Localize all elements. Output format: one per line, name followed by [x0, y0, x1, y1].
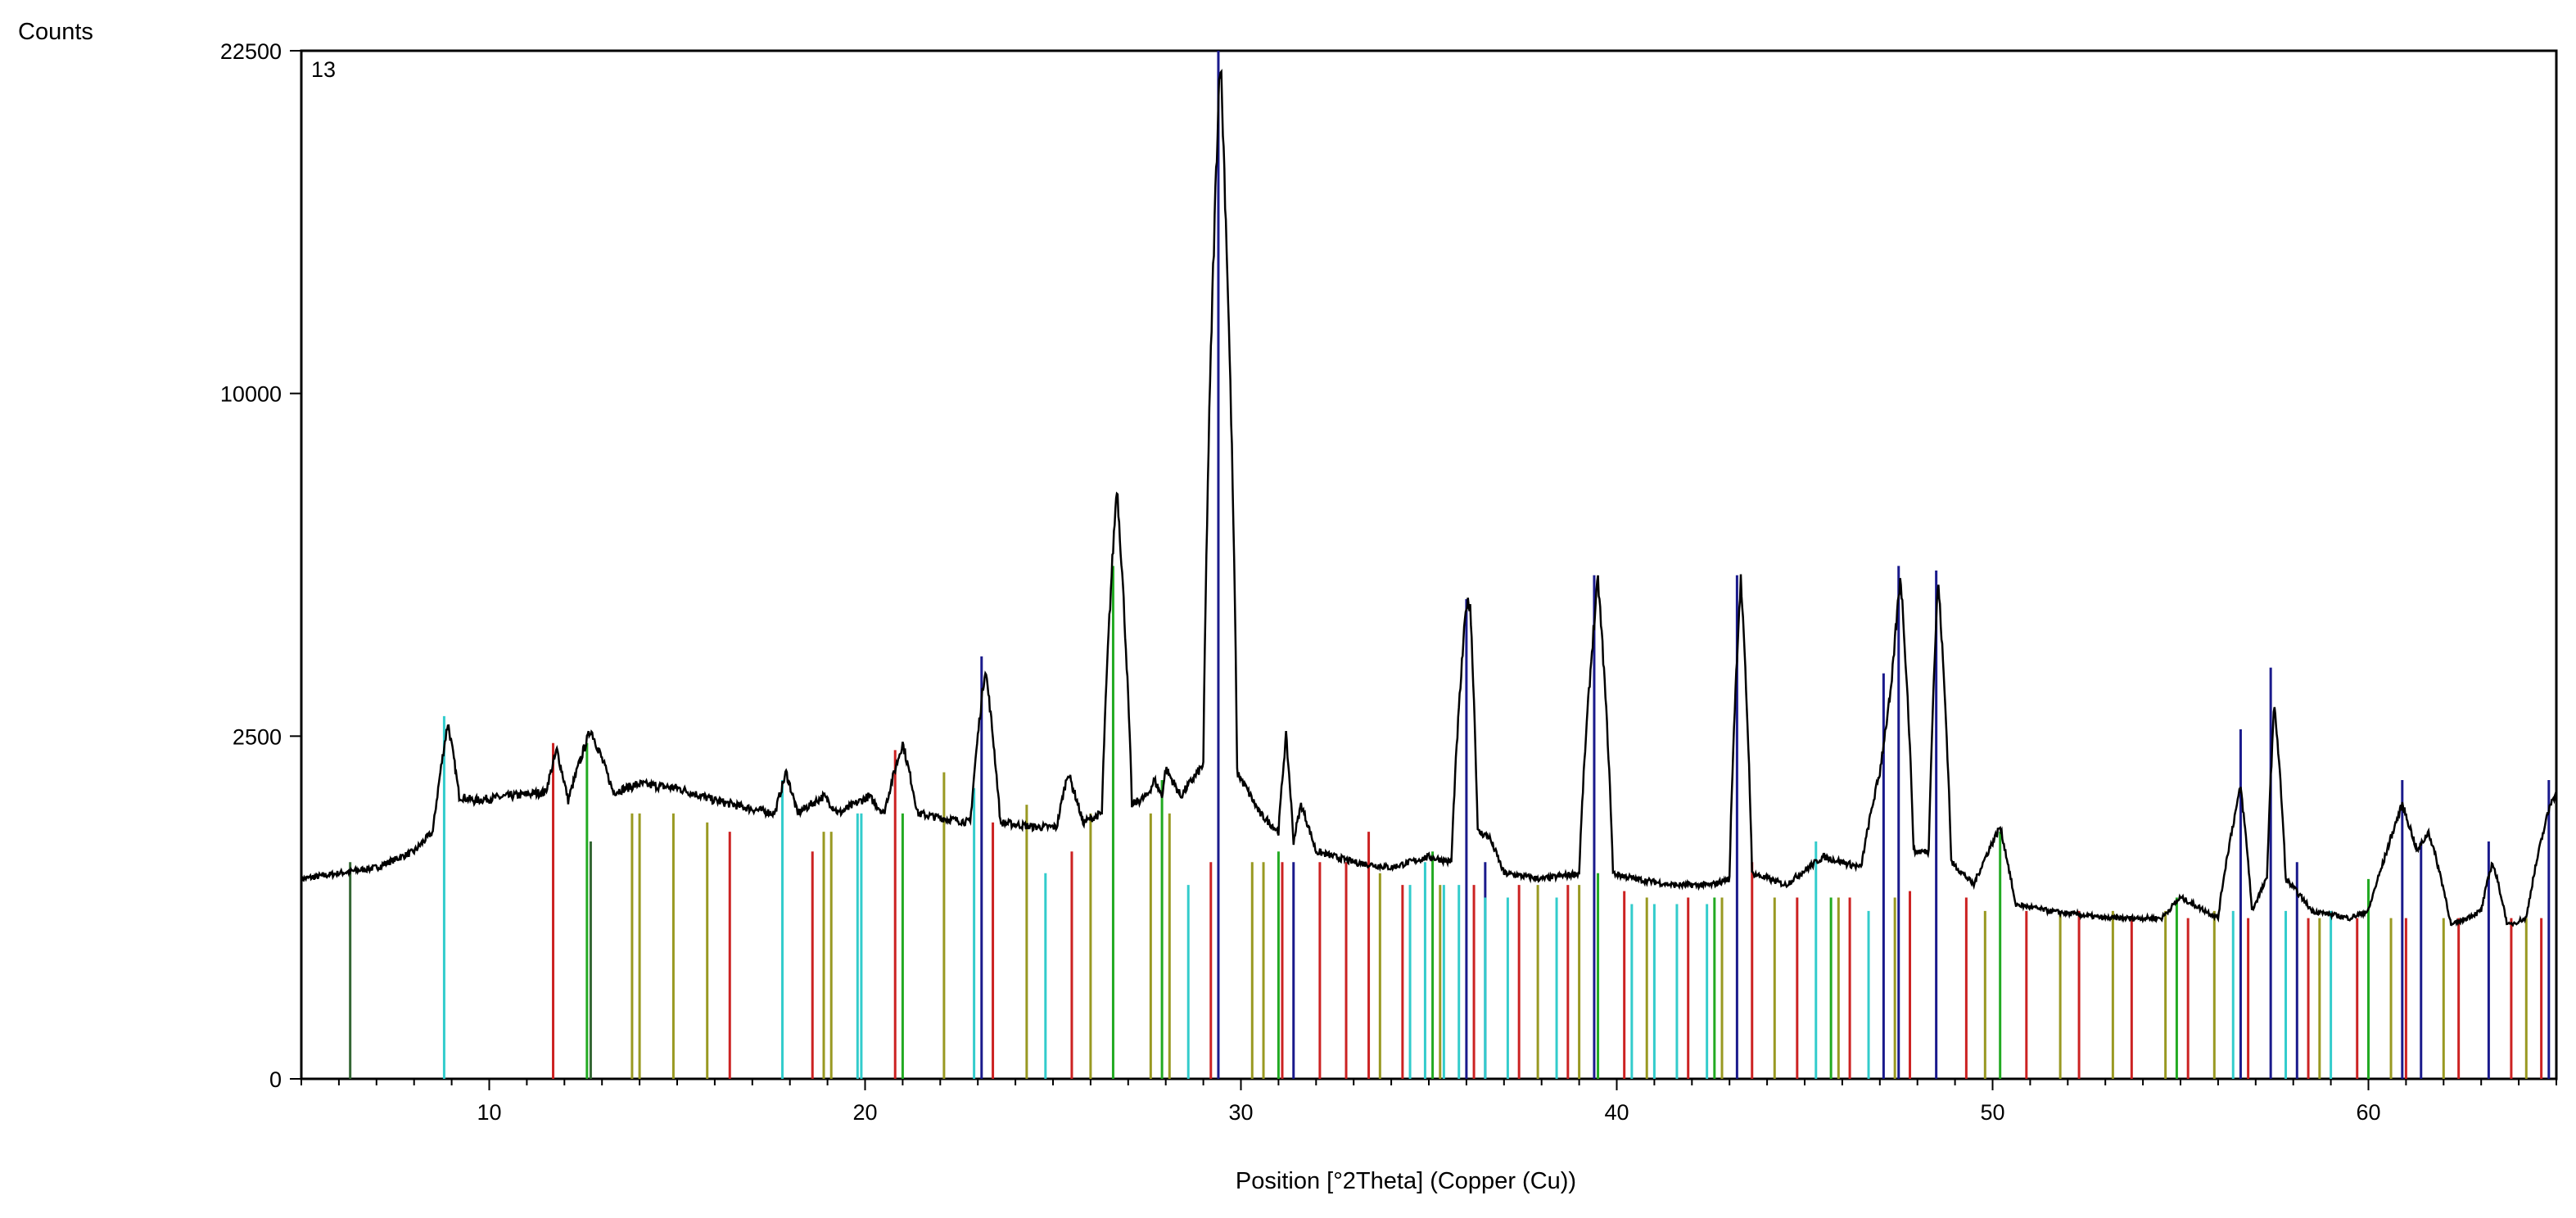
x-tick-label: 30 — [1228, 1100, 1253, 1125]
x-tick-label: 50 — [1980, 1100, 2004, 1125]
x-axis: 10 20 30 40 50 60 — [301, 1079, 2557, 1125]
plot-frame — [300, 49, 2558, 1080]
panel-label: 13 — [311, 57, 336, 82]
y-tick-label: 22500 — [220, 39, 282, 64]
x-tick-label: 40 — [1604, 1100, 1629, 1125]
x-tick-label: 20 — [852, 1100, 877, 1125]
y-tick-label: 2500 — [233, 724, 282, 749]
x-axis-title: Position [°2Theta] (Copper (Cu)) — [1236, 1168, 1576, 1194]
y-axis: 0 2500 10000 22500 — [220, 39, 301, 1092]
y-axis-title: Counts — [18, 19, 93, 45]
x-tick-label: 10 — [477, 1100, 501, 1125]
measured-pattern-line — [300, 68, 2558, 927]
x-tick-label: 60 — [2356, 1100, 2380, 1125]
y-tick-label: 0 — [269, 1067, 282, 1092]
y-tick-label: 10000 — [220, 382, 282, 407]
